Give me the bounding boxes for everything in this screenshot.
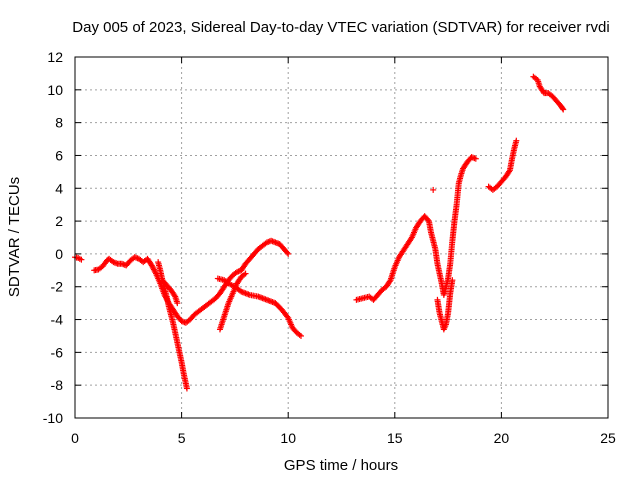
- data-point: [284, 313, 291, 320]
- x-axis-label: GPS time / hours: [284, 457, 398, 474]
- y-tick-label: 2: [55, 213, 63, 229]
- grid-lines: [75, 57, 608, 418]
- data-point: [449, 277, 456, 284]
- data-point: [183, 385, 190, 392]
- x-tick-label: 0: [71, 430, 79, 446]
- data-point: [430, 186, 437, 193]
- data-point: [152, 269, 159, 276]
- x-tick-label: 20: [494, 430, 510, 446]
- data-point: [559, 105, 566, 112]
- data-point: [506, 168, 513, 175]
- data-point: [242, 270, 249, 277]
- data-point: [78, 256, 85, 263]
- chart-title: Day 005 of 2023, Sidereal Day-to-day VTE…: [72, 19, 609, 36]
- data-point: [386, 278, 393, 285]
- y-tick-label: -10: [43, 410, 63, 426]
- data-point: [513, 137, 520, 144]
- data-point: [560, 106, 567, 113]
- data-point: [472, 155, 479, 162]
- data-point: [297, 332, 304, 339]
- data-point: [284, 249, 291, 256]
- data-point: [424, 216, 431, 223]
- x-tick-label: 10: [280, 430, 296, 446]
- y-tick-label: -4: [51, 312, 64, 328]
- axis-ticks: 0 5 10 15 20 25 -10 -8 -6 -4 -2 0 2 4 6 8 10 12: [43, 49, 616, 446]
- x-tick-label: 25: [600, 430, 616, 446]
- y-tick-label: -2: [51, 279, 64, 295]
- data-points: [72, 73, 567, 392]
- y-tick-label: 8: [55, 115, 63, 131]
- y-tick-label: -6: [51, 344, 64, 360]
- data-point: [174, 300, 181, 307]
- y-axis-label: SDTVAR / TECUs: [6, 177, 23, 297]
- y-tick-label: 4: [55, 180, 63, 196]
- y-tick-label: 12: [47, 49, 63, 65]
- plot-frame: [74, 56, 609, 419]
- x-tick-label: 5: [178, 430, 186, 446]
- x-tick-label: 15: [387, 430, 403, 446]
- y-tick-label: 0: [55, 246, 63, 262]
- data-point: [285, 250, 292, 257]
- y-tick-label: 6: [55, 147, 63, 163]
- y-tick-label: -8: [51, 377, 64, 393]
- y-tick-label: 10: [47, 82, 63, 98]
- data-point: [171, 292, 178, 299]
